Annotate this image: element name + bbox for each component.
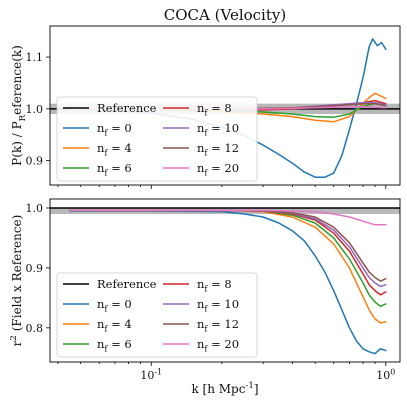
legend-label: nf = 20 <box>197 337 239 354</box>
x-tick-label: 10-1 <box>140 367 162 382</box>
legend-label: nf = 0 <box>97 121 132 138</box>
legend-label: nf = 10 <box>197 121 239 138</box>
legend-label: nf = 6 <box>97 161 132 178</box>
legend-label: nf = 4 <box>97 141 132 158</box>
y-tick-label: 1.1 <box>26 51 44 64</box>
panel-power-ratio: 0.9 1.0 1.1P(k) / PReference(k) Reference nf… <box>10 25 401 189</box>
legend: Reference nf = 8 nf = 0 nf = 10 nf = 4 nf = 1… <box>56 272 258 358</box>
legend-label: nf = 0 <box>97 297 132 314</box>
x-tick-label: 100 <box>376 367 395 382</box>
legend-label: nf = 4 <box>97 317 132 334</box>
legend-label: nf = 10 <box>197 297 239 314</box>
legend-box <box>56 272 258 358</box>
y-axis-label: r2 (Field x Reference) <box>9 215 24 347</box>
legend-label: Reference <box>97 101 157 115</box>
legend-label: nf = 8 <box>197 101 232 118</box>
legend-label: nf = 20 <box>197 161 239 178</box>
series-line-n-f-0 <box>69 210 387 355</box>
plot-frame <box>49 198 401 363</box>
y-axis-label: P(k) / PReference(k) <box>10 45 28 166</box>
legend-label: nf = 12 <box>197 317 239 334</box>
y-tick-label: 0.9 <box>26 262 44 275</box>
legend: Reference nf = 8 nf = 0 nf = 10 nf = 4 nf = 1… <box>56 96 258 182</box>
y-tick-label: 0.9 <box>26 155 44 168</box>
legend-label: nf = 12 <box>197 141 239 158</box>
figure-title: COCA (Velocity) <box>164 6 286 24</box>
x-axis-label: k [h Mpc-1] <box>191 381 258 396</box>
y-tick-label: 1.0 <box>26 103 44 116</box>
legend-label: nf = 8 <box>197 277 232 294</box>
legend-label: nf = 6 <box>97 337 132 354</box>
plot-frame <box>49 25 401 186</box>
y-tick-label: 1.0 <box>26 202 44 215</box>
series-line-n-f-20 <box>69 209 387 226</box>
panel-cross-correlation: 0.8 0.9 1.0 10-1 100 r2 (Field x Reference) k … <box>9 198 401 396</box>
legend-box <box>56 96 258 182</box>
series-line-n-f-12 <box>69 209 387 282</box>
legend-label: Reference <box>97 277 157 291</box>
y-tick-label: 0.8 <box>26 322 44 335</box>
